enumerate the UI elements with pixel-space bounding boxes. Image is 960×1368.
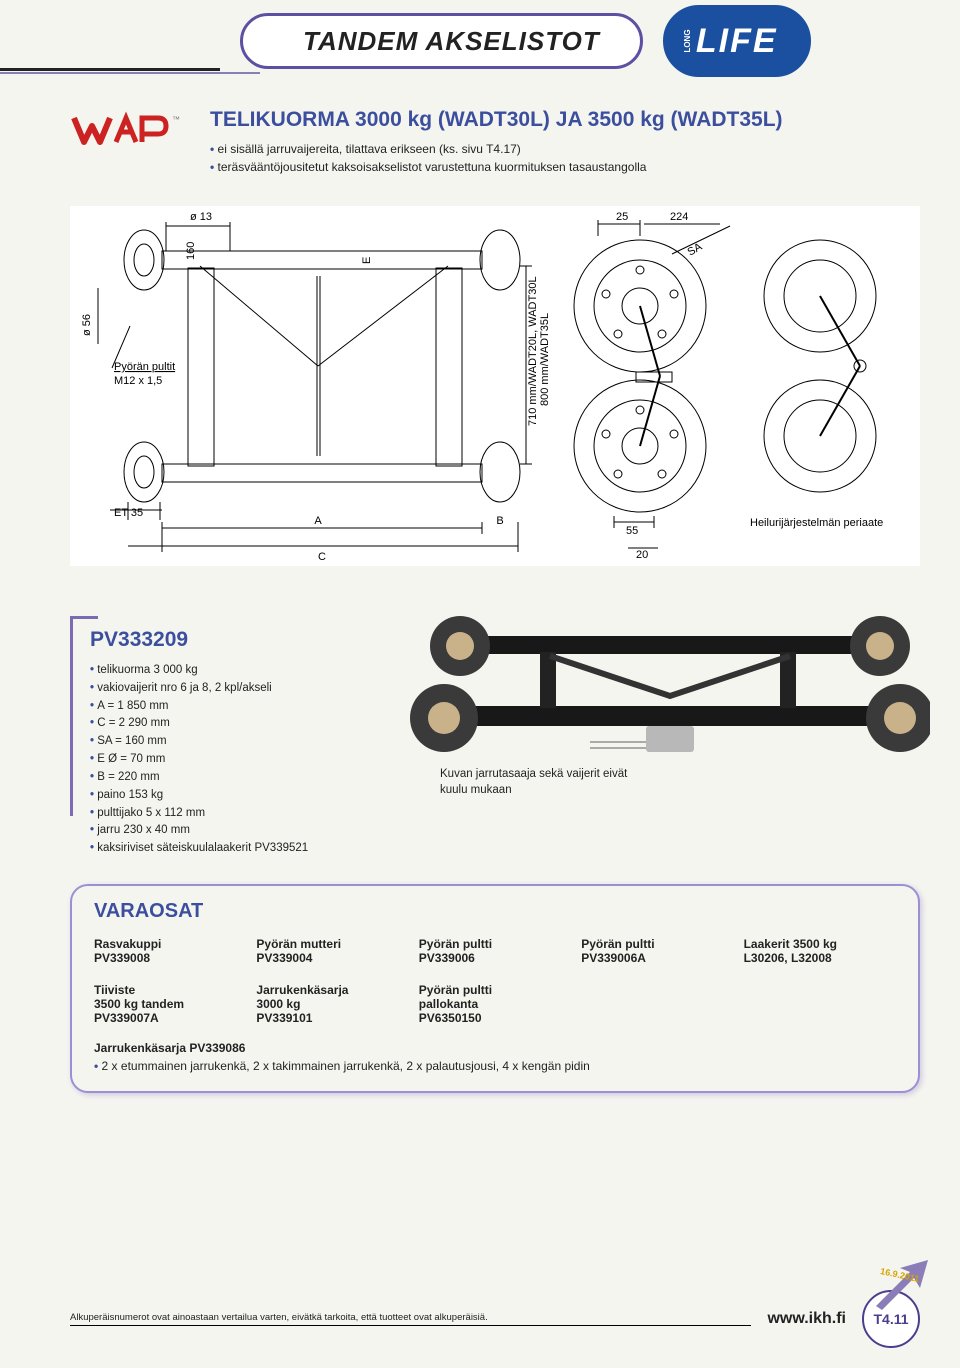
footer-url: www.ikh.fi xyxy=(767,1310,846,1328)
part-item: Jarrukenkäsarja 3000 kg PV339101 xyxy=(256,983,408,1025)
header-title: TANDEM AKSELISTOT xyxy=(303,26,600,57)
section-bullet: ei sisällä jarruvaijereita, tilattava er… xyxy=(210,140,783,158)
longlife-badge: LONG LIFE xyxy=(663,5,811,77)
wap-logo: ™ xyxy=(70,108,190,152)
header: TANDEM AKSELISTOT LONG LIFE xyxy=(70,10,920,72)
dim-160: 160 xyxy=(185,242,197,260)
part-item: Pyörän mutteri PV339004 xyxy=(256,937,408,965)
principle-label: Heilurijärjestelmän periaate xyxy=(750,517,883,529)
brake-kit-desc: 2 x etummainen jarrukenkä, 2 x takimmain… xyxy=(94,1059,896,1073)
spec-item: paino 153 kg xyxy=(90,787,370,805)
header-title-pill: TANDEM AKSELISTOT xyxy=(240,13,643,69)
dim-55: 55 xyxy=(626,525,638,537)
spec-item: SA = 160 mm xyxy=(90,733,370,751)
part-item: Pyörän pultti PV339006 xyxy=(419,937,571,965)
dim-710: 710 mm/WADT20L, WADT30L xyxy=(527,276,539,426)
footer: Alkuperäisnumerot ovat ainoastaan vertai… xyxy=(70,1290,920,1348)
spare-parts-title: VARAOSAT xyxy=(94,900,896,923)
parts-grid: Rasvakuppi PV339008 Pyörän mutteri PV339… xyxy=(94,937,896,1025)
svg-text:™: ™ xyxy=(172,115,180,124)
dim-et35: ET 35 xyxy=(114,507,143,519)
bolt-spec: M12 x 1,5 xyxy=(114,375,162,387)
page-number-badge: 16.9.2011 T4.11 xyxy=(862,1290,920,1348)
spec-item: vakiovaijerit nro 6 ja 8, 2 kpl/akseli xyxy=(90,680,370,698)
spec-item: B = 220 mm xyxy=(90,769,370,787)
spec-item: kaksiriviset säteiskuulalaakerit PV33952… xyxy=(90,840,370,858)
spec-item: A = 1 850 mm xyxy=(90,698,370,716)
brake-kit-block: Jarrukenkäsarja PV339086 2 x etummainen … xyxy=(94,1041,896,1073)
dim-d13: ø 13 xyxy=(190,211,212,223)
product-specs: telikuorma 3 000 kg vakiovaijerit nro 6 … xyxy=(90,662,370,858)
footer-disclaimer: Alkuperäisnumerot ovat ainoastaan vertai… xyxy=(70,1312,751,1326)
part-item: Pyörän pultti PV339006A xyxy=(581,937,733,965)
spec-item: pulttijako 5 x 112 mm xyxy=(90,805,370,823)
spare-parts-panel: VARAOSAT Rasvakuppi PV339008 Pyörän mutt… xyxy=(70,884,920,1093)
dim-d56: ø 56 xyxy=(81,314,93,336)
badge-life-text: LIFE xyxy=(696,22,778,61)
header-rule-purple xyxy=(0,72,260,74)
product-photo xyxy=(410,596,930,826)
page-content: TANDEM AKSELISTOT LONG LIFE ™ TELIKUORMA… xyxy=(0,10,960,1093)
dim-B: B xyxy=(496,515,503,527)
spec-item: telikuorma 3 000 kg xyxy=(90,662,370,680)
spec-item: C = 2 290 mm xyxy=(90,715,370,733)
section-header-row: ™ TELIKUORMA 3000 kg (WADT30L) JA 3500 k… xyxy=(70,108,920,176)
part-item: Pyörän pultti pallokanta PV6350150 xyxy=(419,983,571,1025)
brake-kit-title: Jarrukenkäsarja PV339086 xyxy=(94,1041,896,1055)
dim-25: 25 xyxy=(616,211,628,223)
arrow-icon xyxy=(870,1256,930,1316)
part-item: Rasvakuppi PV339008 xyxy=(94,937,246,965)
section-title: TELIKUORMA 3000 kg (WADT30L) JA 3500 kg … xyxy=(210,108,783,132)
section-title-block: TELIKUORMA 3000 kg (WADT30L) JA 3500 kg … xyxy=(210,108,783,176)
header-rule-black xyxy=(0,68,220,71)
spec-item: E Ø = 70 mm xyxy=(90,751,370,769)
dim-20: 20 xyxy=(636,549,648,561)
section-bullets: ei sisällä jarruvaijereita, tilattava er… xyxy=(210,140,783,176)
badge-long-text: LONG xyxy=(683,29,692,52)
part-item: Laakerit 3500 kg L30206, L32008 xyxy=(744,937,896,965)
dim-E: E xyxy=(361,257,373,264)
dim-C: C xyxy=(318,551,326,563)
dim-800: 800 mm/WADT35L xyxy=(539,313,551,406)
section-bullet: teräsvääntöjousitetut kaksoisakselistot … xyxy=(210,158,783,176)
bolt-label: Pyörän pultit xyxy=(114,361,175,373)
dim-A: A xyxy=(314,515,322,527)
spec-item: jarru 230 x 40 mm xyxy=(90,822,370,840)
product-panel: PV333209 telikuorma 3 000 kg vakiovaijer… xyxy=(70,616,920,858)
part-item: Tiiviste 3500 kg tandem PV339007A xyxy=(94,983,246,1025)
dim-224: 224 xyxy=(670,211,688,223)
technical-diagram: ø 13 xyxy=(70,206,920,566)
